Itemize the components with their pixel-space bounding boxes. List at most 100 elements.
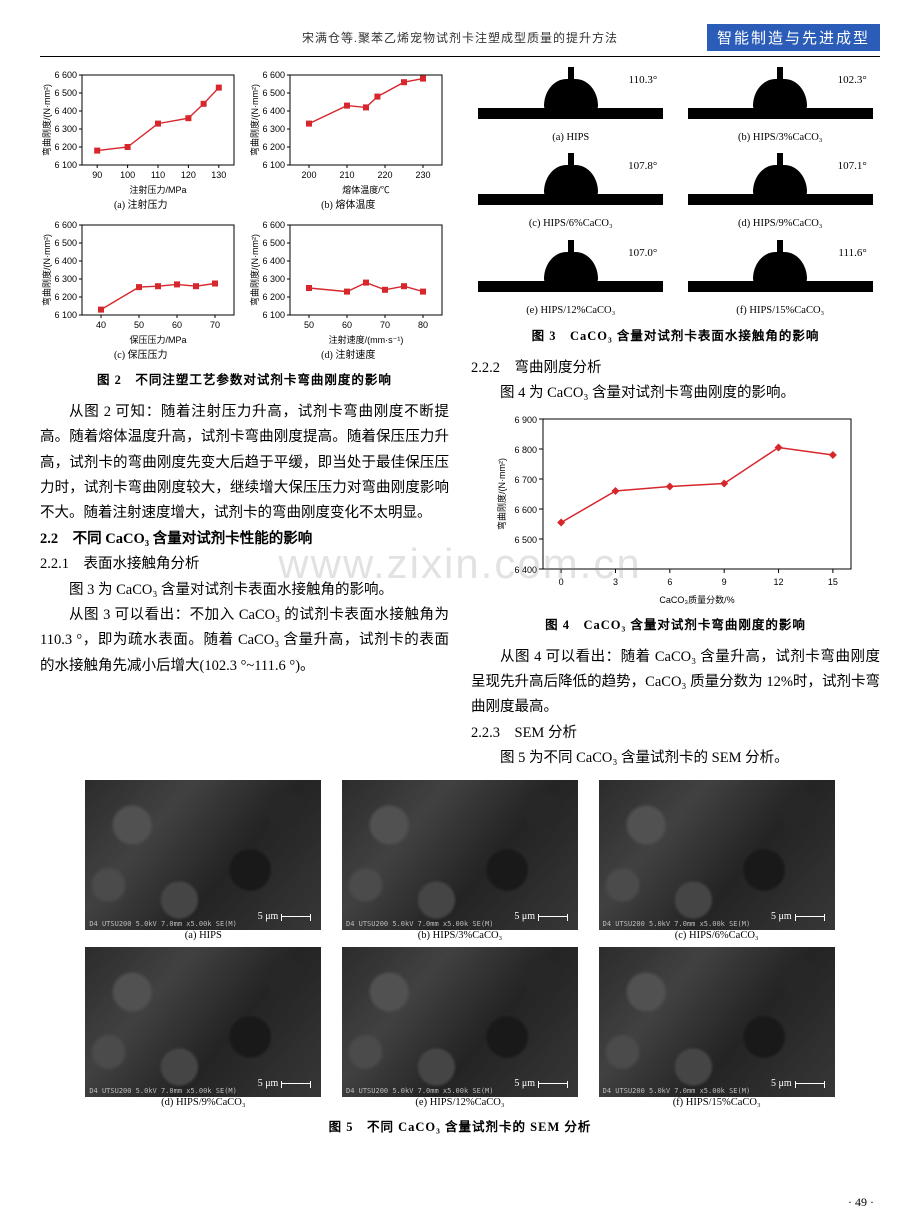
fig5-caption: 图 5 不同 CaCO₃ 含量试剂卡的 SEM 分析 (40, 1116, 880, 1135)
header-title: 宋满仓等.聚苯乙烯宠物试剂卡注塑成型质量的提升方法 (302, 29, 618, 46)
sem-cell: 5 μm D4 UTSU200 5.0kV 7.0mm x5.00k SE(M) (… (80, 947, 327, 1108)
sem-info: D4 UTSU200 5.0kV 7.0mm x5.00k SE(M) (603, 920, 751, 928)
left-column: 6 1006 2006 3006 4006 5006 6009010011012… (40, 67, 449, 772)
svg-text:6 500: 6 500 (54, 88, 77, 98)
sem-cell: 5 μm D4 UTSU200 5.0kV 7.0mm x5.00k SE(M) (… (337, 780, 584, 941)
fig3-cell: 102.3° (b) HIPS/3%CaCO₃ (681, 67, 881, 147)
svg-text:弯曲刚度/(N·mm²): 弯曲刚度/(N·mm²) (41, 234, 52, 306)
sec-2-2-1: 2.2.1 表面水接触角分析 (40, 552, 449, 577)
sem-image: 5 μm D4 UTSU200 5.0kV 7.0mm x5.00k SE(M) (599, 780, 835, 930)
fig3-sublabel: (b) HIPS/3%CaCO₃ (738, 129, 822, 147)
svg-text:6 400: 6 400 (54, 256, 77, 266)
sem-sublabel: (d) HIPS/9%CaCO₃ (161, 1097, 245, 1108)
svg-text:15: 15 (827, 577, 837, 587)
fig3-caption: 图 3 CaCO₃ 含量对试剂卡表面水接触角的影响 (471, 326, 880, 348)
fig3-cell: 110.3°(a) HIPS (471, 67, 671, 147)
svg-text:6 300: 6 300 (54, 274, 77, 284)
svg-text:90: 90 (92, 170, 102, 180)
contact-angle-value: 107.8° (628, 157, 657, 176)
fig3-sublabel: (d) HIPS/9%CaCO₃ (738, 215, 822, 233)
svg-text:120: 120 (181, 170, 196, 180)
header-rule (40, 56, 880, 57)
svg-text:80: 80 (417, 320, 427, 330)
left-p3: 从图 3 可以看出：不加入 CaCO₃ 的试剂卡表面水接触角为 110.3 °，… (40, 603, 449, 679)
svg-text:6 400: 6 400 (262, 256, 285, 266)
sem-scalebar: 5 μm (514, 911, 568, 922)
sem-info: D4 UTSU200 5.0kV 7.0mm x5.00k SE(M) (346, 920, 494, 928)
contact-angle-value: 110.3° (629, 71, 658, 90)
fig2-sub-c: (c) 保压压力 (40, 347, 242, 365)
svg-text:210: 210 (339, 170, 354, 180)
left-p1: 从图 2 可知：随着注射压力升高，试剂卡弯曲刚度不断提高。随着熔体温度升高，试剂… (40, 400, 449, 527)
fig2-sub-a: (a) 注射压力 (40, 197, 242, 215)
contact-angle-value: 107.1° (838, 157, 867, 176)
svg-text:6 200: 6 200 (262, 142, 285, 152)
sem-cell: 5 μmD4 UTSU200 5.0kV 7.0mm x5.00k SE(M)(… (80, 780, 327, 941)
sem-scalebar: 5 μm (258, 1078, 312, 1089)
sem-cell: 5 μmD4 UTSU200 5.0kV 7.0mm x5.00k SE(M)(… (593, 947, 840, 1108)
sem-sublabel: (c) HIPS/6%CaCO₃ (675, 930, 759, 941)
svg-text:50: 50 (303, 320, 313, 330)
sem-info: D4 UTSU200 5.0kV 7.0mm x5.00k SE(M) (89, 1087, 237, 1095)
sem-sublabel: (b) HIPS/3%CaCO₃ (418, 930, 502, 941)
right-column: 110.3°(a) HIPS 102.3° (b) HIPS/3%CaCO₃ 107.… (471, 67, 880, 772)
sem-image: 5 μmD4 UTSU200 5.0kV 7.0mm x5.00k SE(M) (599, 947, 835, 1097)
svg-text:70: 70 (379, 320, 389, 330)
sem-info: D4 UTSU200 5.0kV 7.0mm x5.00k SE(M) (89, 920, 237, 928)
fig2-panel-a: 6 1006 2006 3006 4006 5006 6009010011012… (40, 67, 240, 199)
fig3-cell: 107.1° (d) HIPS/9%CaCO₃ (681, 153, 881, 233)
svg-text:6 600: 6 600 (54, 70, 77, 80)
svg-text:6: 6 (667, 577, 672, 587)
sem-image: 5 μmD4 UTSU200 5.0kV 7.0mm x5.00k SE(M) (85, 780, 321, 930)
sem-scalebar: 5 μm (771, 911, 825, 922)
fig2-panel-b: 6 1006 2006 3006 4006 5006 6002002102202… (248, 67, 448, 199)
fig5-grid: 5 μm D4 UTSU200 5.0kV 7.0mm x5.00k SE(M) (… (80, 780, 840, 1108)
contact-angle-image: 107.0° (478, 240, 663, 302)
svg-text:6 200: 6 200 (54, 292, 77, 302)
svg-text:弯曲刚度/(N·mm²): 弯曲刚度/(N·mm²) (249, 84, 260, 156)
svg-text:注射速度/(mm·s⁻¹): 注射速度/(mm·s⁻¹) (328, 334, 403, 345)
svg-text:弯曲刚度/(N·mm²): 弯曲刚度/(N·mm²) (496, 458, 507, 530)
fig2-caption: 图 2 不同注塑工艺参数对试剂卡弯曲刚度的影响 (40, 370, 449, 392)
svg-text:0: 0 (558, 577, 563, 587)
fig2-sub-b: (b) 熔体温度 (248, 197, 450, 215)
svg-text:6 500: 6 500 (54, 238, 77, 248)
svg-text:6 300: 6 300 (262, 274, 285, 284)
sem-sublabel: (e) HIPS/12%CaCO₃ (415, 1097, 504, 1108)
fig3-cell: 107.0°(e) HIPS/12%CaCO₃ (471, 240, 671, 320)
sem-info: D4 UTSU200 5.0kV 7.0mm x5.00k SE(M) (346, 1087, 494, 1095)
fig2-panel-c: 6 1006 2006 3006 4006 5006 60040506070保压… (40, 217, 240, 349)
svg-text:6 600: 6 600 (514, 505, 537, 515)
svg-text:6 400: 6 400 (54, 106, 77, 116)
fig4-caption: 图 4 CaCO₃ 含量对试剂卡弯曲刚度的影响 (471, 615, 880, 637)
svg-text:200: 200 (301, 170, 316, 180)
svg-text:220: 220 (377, 170, 392, 180)
svg-text:6 400: 6 400 (262, 106, 285, 116)
header-badge: 智能制造与先进成型 (707, 24, 880, 51)
svg-text:6 400: 6 400 (514, 565, 537, 575)
svg-text:6 500: 6 500 (262, 238, 285, 248)
svg-text:6 100: 6 100 (54, 160, 77, 170)
svg-text:100: 100 (120, 170, 135, 180)
fig3-cell: 111.6°(f) HIPS/15%CaCO₃ (681, 240, 881, 320)
svg-text:弯曲刚度/(N·mm²): 弯曲刚度/(N·mm²) (41, 84, 52, 156)
svg-text:6 200: 6 200 (54, 142, 77, 152)
svg-text:弯曲刚度/(N·mm²): 弯曲刚度/(N·mm²) (249, 234, 260, 306)
contact-angle-value: 111.6° (838, 244, 866, 263)
sem-cell: 5 μm D4 UTSU200 5.0kV 7.0mm x5.00k SE(M) (… (337, 947, 584, 1108)
contact-angle-image: 107.1° (688, 153, 873, 215)
svg-text:6 300: 6 300 (54, 124, 77, 134)
svg-text:6 800: 6 800 (514, 445, 537, 455)
contact-angle-value: 102.3° (838, 71, 867, 90)
sem-image: 5 μm D4 UTSU200 5.0kV 7.0mm x5.00k SE(M) (342, 780, 578, 930)
svg-text:230: 230 (415, 170, 430, 180)
svg-text:130: 130 (211, 170, 226, 180)
svg-text:熔体温度/℃: 熔体温度/℃ (342, 184, 390, 195)
svg-text:3: 3 (612, 577, 617, 587)
page-number: · 49 · (848, 1195, 874, 1210)
sem-scalebar: 5 μm (514, 1078, 568, 1089)
fig2-panels: 6 1006 2006 3006 4006 5006 6009010011012… (40, 67, 449, 364)
right-p3: 图 5 为不同 CaCO₃ 含量试剂卡的 SEM 分析。 (471, 746, 880, 771)
sem-sublabel: (a) HIPS (185, 930, 222, 941)
fig3-cell: 107.8°(c) HIPS/6%CaCO₃ (471, 153, 671, 233)
